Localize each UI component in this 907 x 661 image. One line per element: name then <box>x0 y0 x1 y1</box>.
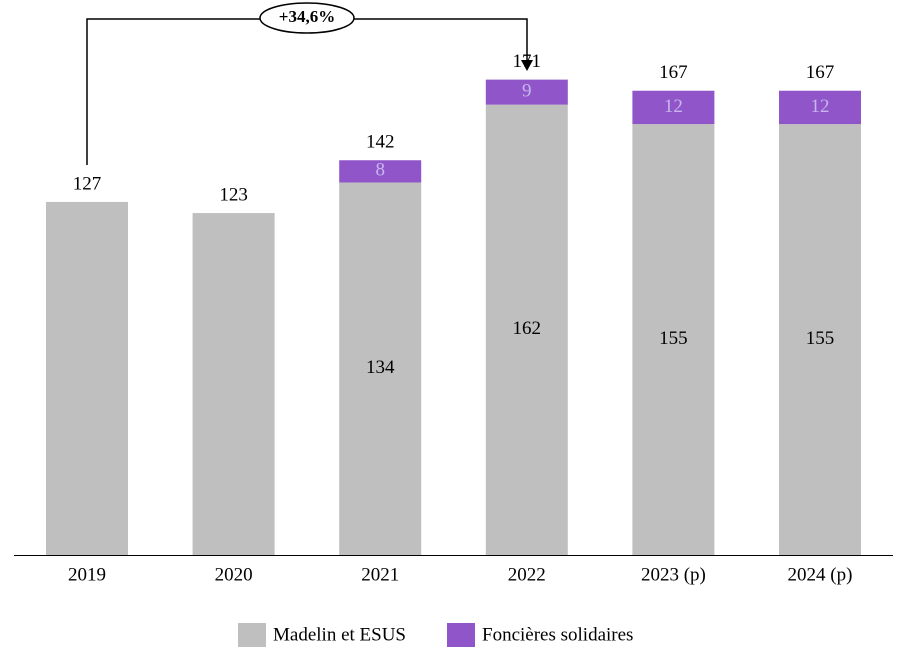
total-label: 167 <box>659 62 688 83</box>
bar-segment <box>339 182 422 556</box>
total-label: 123 <box>219 184 248 205</box>
legend-swatch <box>447 623 475 647</box>
bar-segment <box>46 201 128 555</box>
bar-segment <box>632 90 715 125</box>
x-tick-label: 2024 (p) <box>788 564 853 585</box>
x-tick-label: 2021 <box>361 564 399 585</box>
total-label: 142 <box>366 132 395 153</box>
value-label: 134 <box>366 357 395 378</box>
x-tick-label: 2019 <box>68 564 106 585</box>
bar-segment <box>485 104 568 555</box>
value-label: 12 <box>664 96 683 117</box>
legend-label: Madelin et ESUS <box>273 624 406 645</box>
value-label: 155 <box>659 328 688 349</box>
value-label: 8 <box>375 160 385 181</box>
value-label: 155 <box>806 328 835 349</box>
x-tick-label: 2023 (p) <box>641 564 706 585</box>
bar-segment <box>339 160 422 183</box>
value-label: 162 <box>513 318 542 339</box>
total-label: 167 <box>806 62 835 83</box>
x-tick-label: 2022 <box>508 564 546 585</box>
annotation-bubble <box>259 2 355 34</box>
growth-bracket <box>86 18 528 165</box>
arrow-head <box>521 60 533 71</box>
x-tick-label: 2020 <box>215 564 253 585</box>
legend-swatch <box>238 623 266 647</box>
total-label: 127 <box>73 173 102 194</box>
annotation: +34,6% <box>279 7 335 26</box>
bar-segment <box>632 124 715 555</box>
legend-label: Foncières solidaires <box>482 624 633 645</box>
bar-segment <box>192 213 275 555</box>
value-label: 9 <box>522 80 532 101</box>
total-label: 171 <box>513 51 542 72</box>
value-label: 12 <box>811 96 830 117</box>
bar-segment <box>485 79 568 105</box>
bar-segment <box>779 124 861 555</box>
bar-segment <box>779 90 861 125</box>
